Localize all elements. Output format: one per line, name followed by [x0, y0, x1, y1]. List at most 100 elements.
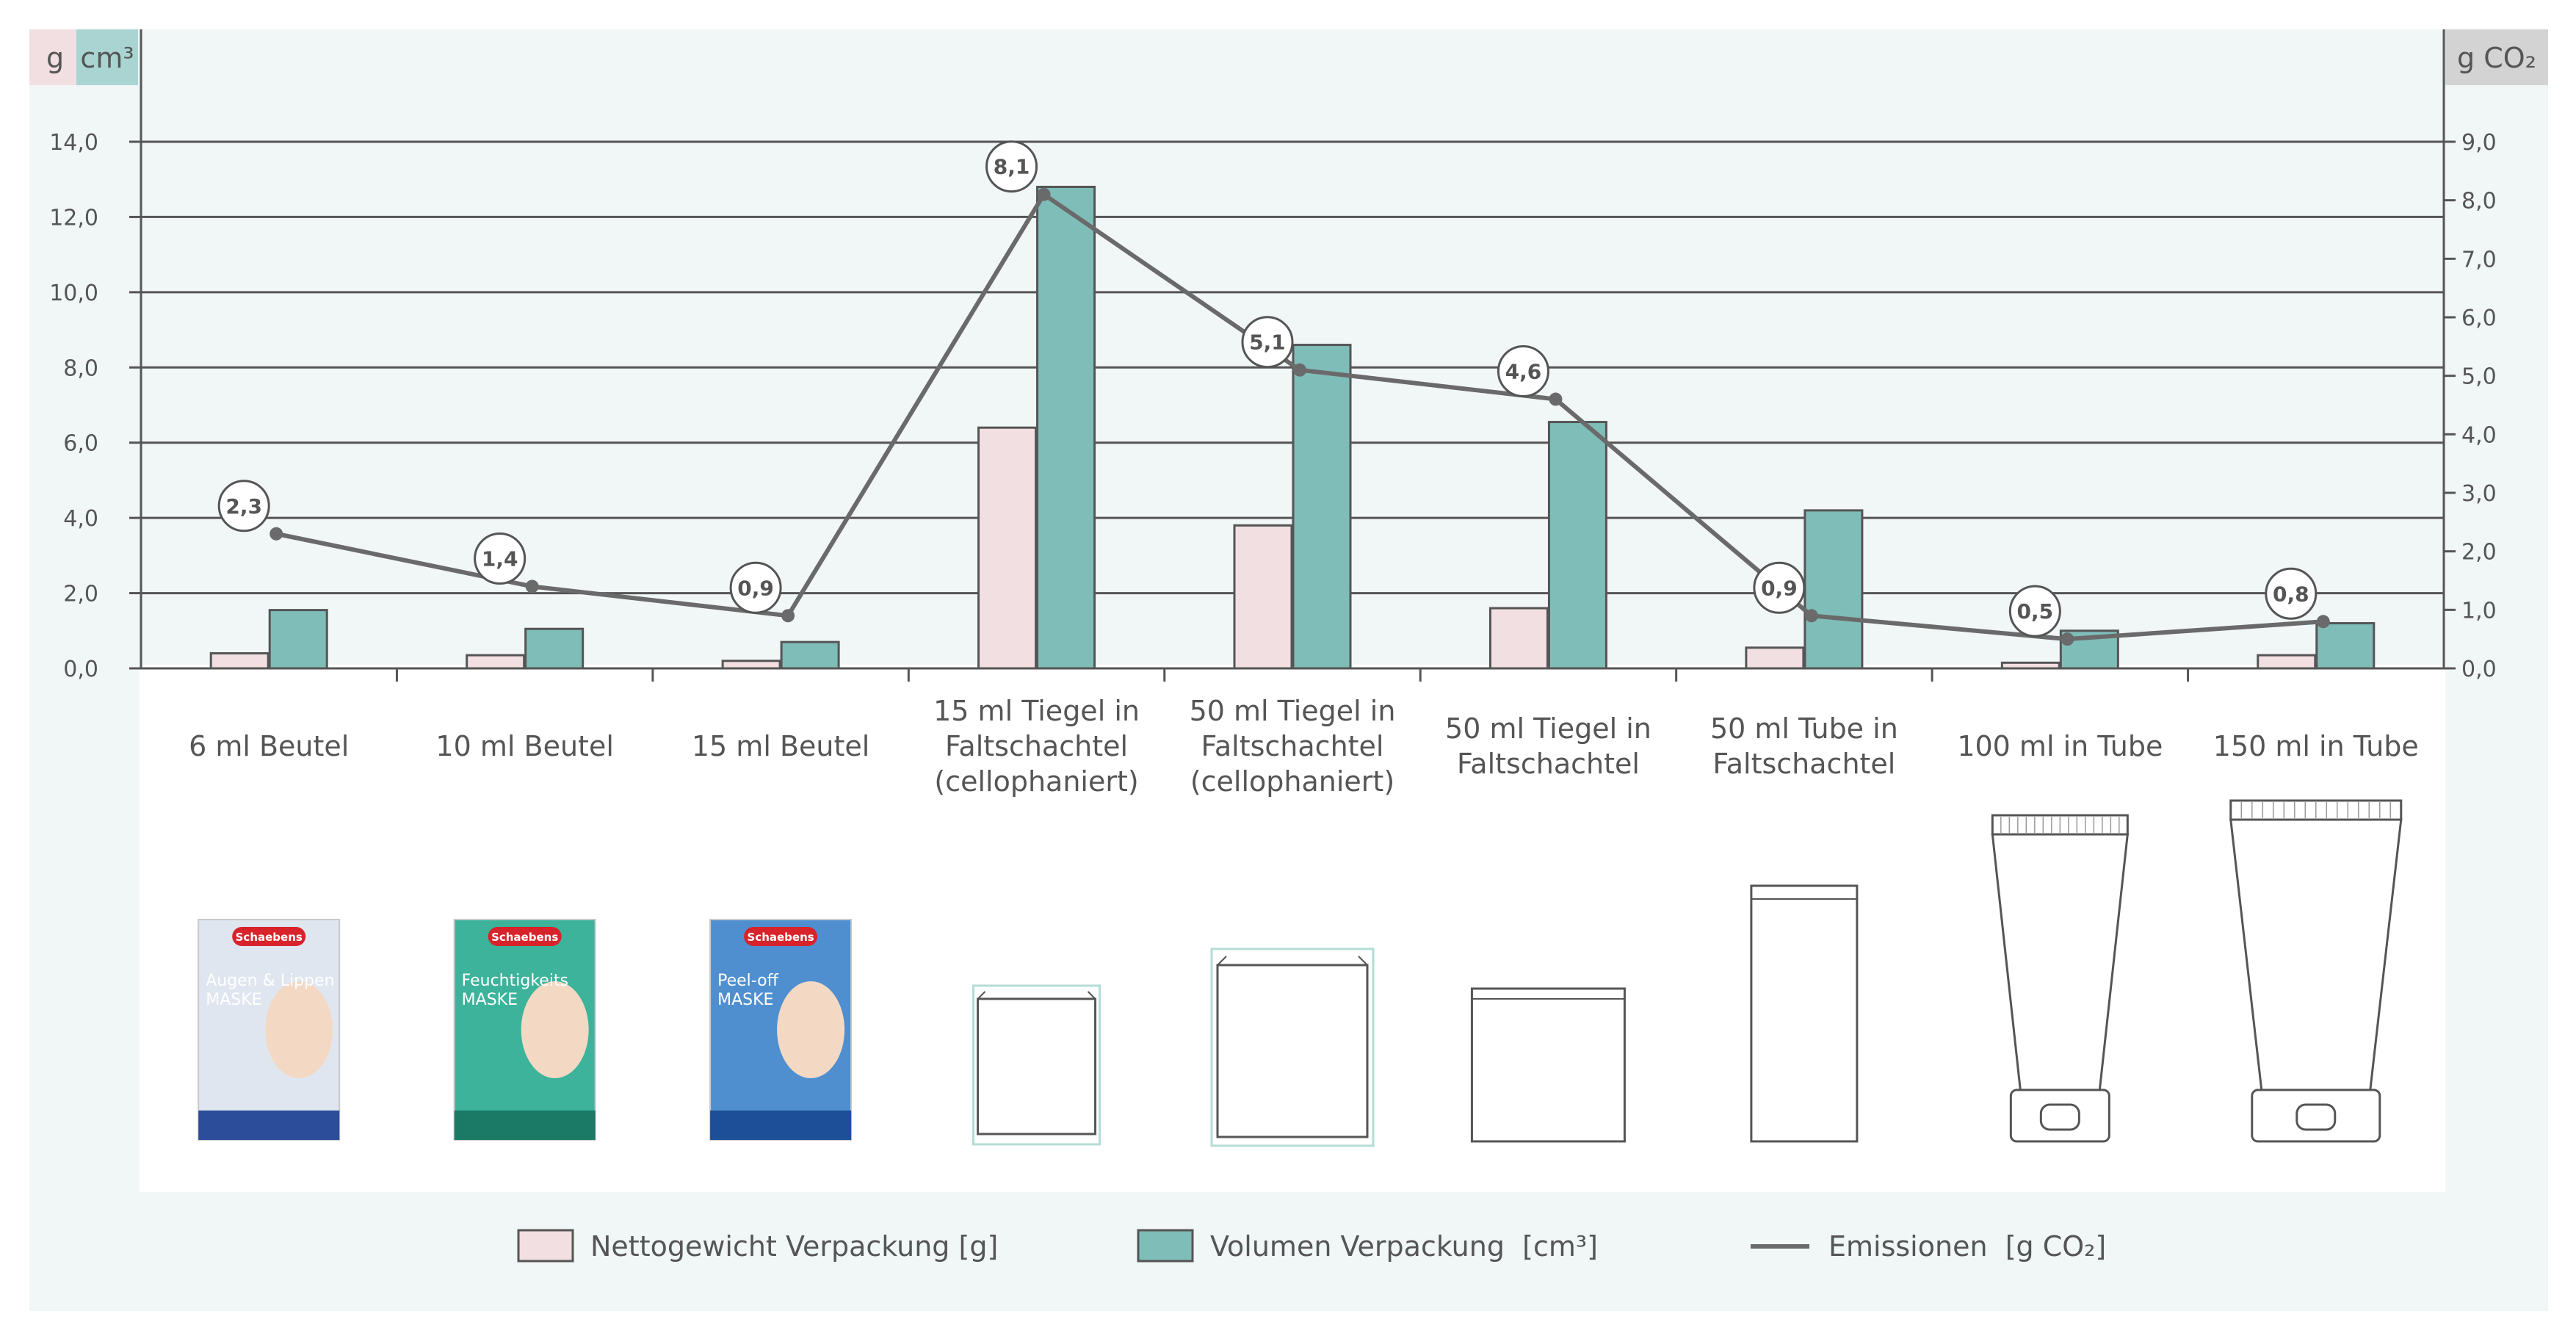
right-tick-label: 3,0 [2461, 481, 2497, 507]
bar-weight [2000, 661, 2061, 670]
bar-weight [466, 654, 526, 670]
left-tick-label: 2,0 [63, 582, 98, 607]
data-label: 0,5 [2017, 599, 2054, 624]
bar-volume [1803, 509, 1864, 670]
legend-item-emissions: Emissionen [g CO₂] [1751, 1230, 2106, 1263]
right-tick-label: 0,0 [2461, 657, 2497, 682]
tube-150-icon [2229, 799, 2403, 1143]
box-front [977, 997, 1097, 1135]
category-label: (cellophaniert) [934, 765, 1138, 798]
emissions-point [1037, 187, 1051, 201]
tube-cap [2009, 1088, 2110, 1143]
category-label: 100 ml in Tube [1957, 730, 2163, 762]
brand-name: Schaebens [491, 931, 558, 944]
left-tick-label: 10,0 [49, 281, 98, 306]
box-edge [1217, 956, 1227, 966]
pouch-footer [198, 1111, 340, 1140]
legend-swatch-weight [517, 1229, 574, 1263]
left-tick-label: 12,0 [49, 205, 98, 231]
brand-badge [744, 927, 818, 946]
legend-label-emissions: Emissionen [g CO₂] [1828, 1230, 2106, 1263]
category-label: 15 ml Tiegel in [933, 695, 1140, 727]
emissions-point [2316, 615, 2330, 629]
brand-name: Schaebens [236, 931, 303, 944]
left-tick-label: 4,0 [63, 506, 98, 532]
data-label-circle [2008, 585, 2061, 638]
emissions-point [1804, 609, 1818, 623]
right-tick-label: 9,0 [2461, 130, 2497, 156]
data-label-circle [1241, 316, 1294, 369]
category-label: 50 ml Tiegel in [1445, 712, 1651, 745]
tube-100-icon [1991, 814, 2130, 1143]
box-front [1216, 964, 1369, 1138]
legend-item-volume: Volumen Verpackung [cm³] [1137, 1229, 1598, 1263]
data-label-circle [2265, 567, 2318, 620]
data-label-circle [217, 480, 270, 532]
box-front [1470, 987, 1626, 1143]
legend-label-weight: Nettogewicht Verpackung [g] [590, 1230, 998, 1263]
category-label: 6 ml Beutel [189, 730, 349, 762]
left-axis-label-cm3: cm³ [80, 42, 134, 74]
data-label-circle [985, 140, 1038, 193]
category-label: Faltschachtel [945, 730, 1128, 762]
data-label: 0,9 [1761, 576, 1798, 600]
pouch-subtitle: MASKE [462, 991, 518, 1009]
pouch-subtitle: MASKE [206, 991, 261, 1009]
data-label-circle [1497, 345, 1549, 398]
pouch-subtitle: MASKE [717, 991, 773, 1009]
category-label: (cellophaniert) [1190, 765, 1394, 798]
category-label: 50 ml Tube in [1710, 712, 1898, 745]
data-label: 0,8 [2273, 582, 2309, 606]
right-axis-title: g CO₂ [2445, 29, 2548, 85]
data-label: 2,3 [225, 494, 262, 519]
cap-flip [2039, 1103, 2080, 1131]
emissions-point [781, 609, 795, 623]
bar-volume [268, 609, 328, 670]
category-labels: 6 ml Beutel 10 ml Beutel 15 ml Beutel 15 ml… [189, 695, 2419, 798]
right-tick-label: 8,0 [2461, 189, 2497, 214]
data-label: 8,1 [994, 155, 1030, 179]
jar-box-icon [1470, 987, 1626, 1143]
emissions-point [1293, 363, 1306, 377]
emissions-point [1549, 392, 1563, 406]
tube-body [2229, 818, 2403, 1091]
cellophane-wrap [1210, 947, 1375, 1147]
left-tick-label: 6,0 [63, 431, 98, 457]
right-tick-label: 5,0 [2461, 364, 2497, 390]
bar-weight [721, 660, 781, 670]
bar-weight [977, 426, 1038, 670]
pouch-title: Feuchtigkeits [462, 972, 568, 990]
pouch-footer [454, 1111, 596, 1140]
face-image [777, 981, 845, 1078]
brand-badge [488, 927, 562, 946]
bar-weight [209, 652, 269, 670]
left-axis-title: g cm³ [29, 29, 138, 85]
brand-badge [232, 927, 306, 946]
emissions-point [2061, 632, 2074, 646]
category-label: Faltschachtel [1712, 748, 1895, 780]
bar-weight [2257, 654, 2317, 670]
legend-item-weight: Nettogewicht Verpackung [g] [517, 1229, 998, 1263]
data-label: 1,4 [482, 546, 518, 571]
bar-volume [2315, 622, 2376, 670]
tube-box-icon [1750, 884, 1859, 1143]
box-edge [977, 991, 986, 1000]
bar-volume [1547, 421, 1607, 670]
box-front [1750, 884, 1859, 1143]
data-label-circle [729, 561, 782, 614]
left-tick-label: 14,0 [49, 130, 98, 156]
emissions-point [269, 527, 283, 541]
cellophane-wrap [972, 984, 1101, 1146]
pouch-title: Augen & Lippen [206, 972, 334, 990]
data-label: 5,1 [1249, 331, 1286, 355]
left-axis-label-g: g [46, 42, 64, 74]
brand-name: Schaebens [748, 931, 814, 944]
right-tick-label: 7,0 [2461, 247, 2497, 272]
right-tick-label: 6,0 [2461, 306, 2497, 331]
category-label: Faltschachtel [1201, 730, 1384, 762]
jar-box-cellophane-large-icon [1210, 947, 1375, 1147]
tube-cap [2251, 1088, 2381, 1143]
